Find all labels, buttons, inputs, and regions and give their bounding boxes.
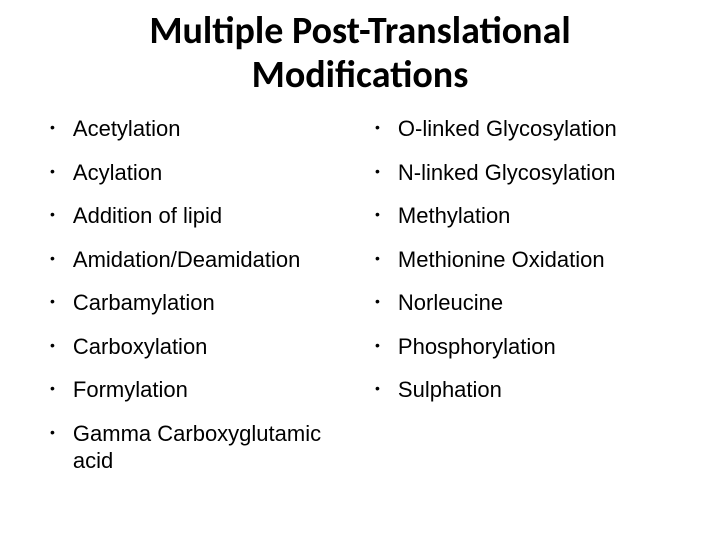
list-item-label: Gamma Carboxyglutamic acid [73, 420, 355, 475]
list-item-label: Sulphation [398, 376, 502, 404]
bullet-icon: • [50, 207, 55, 221]
list-item: • Acylation [50, 159, 355, 187]
bullet-icon: • [375, 207, 380, 221]
list-item: • Formylation [50, 376, 355, 404]
list-item-label: Acylation [73, 159, 162, 187]
list-item-label: O-linked Glycosylation [398, 115, 617, 143]
list-item: • Gamma Carboxyglutamic acid [50, 420, 355, 475]
bullet-icon: • [375, 381, 380, 395]
list-item-label: N-linked Glycosylation [398, 159, 616, 187]
list-item-label: Acetylation [73, 115, 181, 143]
list-item-label: Addition of lipid [73, 202, 222, 230]
list-item-label: Carbamylation [73, 289, 215, 317]
list-item-label: Phosphorylation [398, 333, 556, 361]
bullet-icon: • [375, 338, 380, 352]
bullet-icon: • [50, 294, 55, 308]
slide-title: Multiple Post-Translational Modification… [40, 10, 680, 97]
columns-wrapper: • Acetylation • Acylation • Addition of … [40, 115, 680, 491]
list-item: • Sulphation [375, 376, 680, 404]
bullet-icon: • [50, 164, 55, 178]
list-item-label: Methionine Oxidation [398, 246, 605, 274]
list-item: • Amidation/Deamidation [50, 246, 355, 274]
bullet-icon: • [50, 251, 55, 265]
bullet-icon: • [375, 120, 380, 134]
bullet-icon: • [50, 425, 55, 439]
bullet-icon: • [375, 294, 380, 308]
list-item-label: Methylation [398, 202, 511, 230]
bullet-icon: • [50, 381, 55, 395]
list-item: • Methylation [375, 202, 680, 230]
list-item: • Acetylation [50, 115, 355, 143]
left-column: • Acetylation • Acylation • Addition of … [50, 115, 355, 491]
list-item-label: Formylation [73, 376, 188, 404]
list-item: • N-linked Glycosylation [375, 159, 680, 187]
list-item-label: Amidation/Deamidation [73, 246, 300, 274]
list-item: • Carboxylation [50, 333, 355, 361]
list-item-label: Norleucine [398, 289, 503, 317]
list-item: • Norleucine [375, 289, 680, 317]
list-item-label: Carboxylation [73, 333, 208, 361]
right-column: • O-linked Glycosylation • N-linked Glyc… [375, 115, 680, 491]
list-item: • Methionine Oxidation [375, 246, 680, 274]
bullet-icon: • [375, 251, 380, 265]
bullet-icon: • [50, 120, 55, 134]
slide-container: Multiple Post-Translational Modification… [0, 0, 720, 540]
list-item: • Addition of lipid [50, 202, 355, 230]
list-item: • O-linked Glycosylation [375, 115, 680, 143]
list-item: • Phosphorylation [375, 333, 680, 361]
list-item: • Carbamylation [50, 289, 355, 317]
bullet-icon: • [50, 338, 55, 352]
bullet-icon: • [375, 164, 380, 178]
